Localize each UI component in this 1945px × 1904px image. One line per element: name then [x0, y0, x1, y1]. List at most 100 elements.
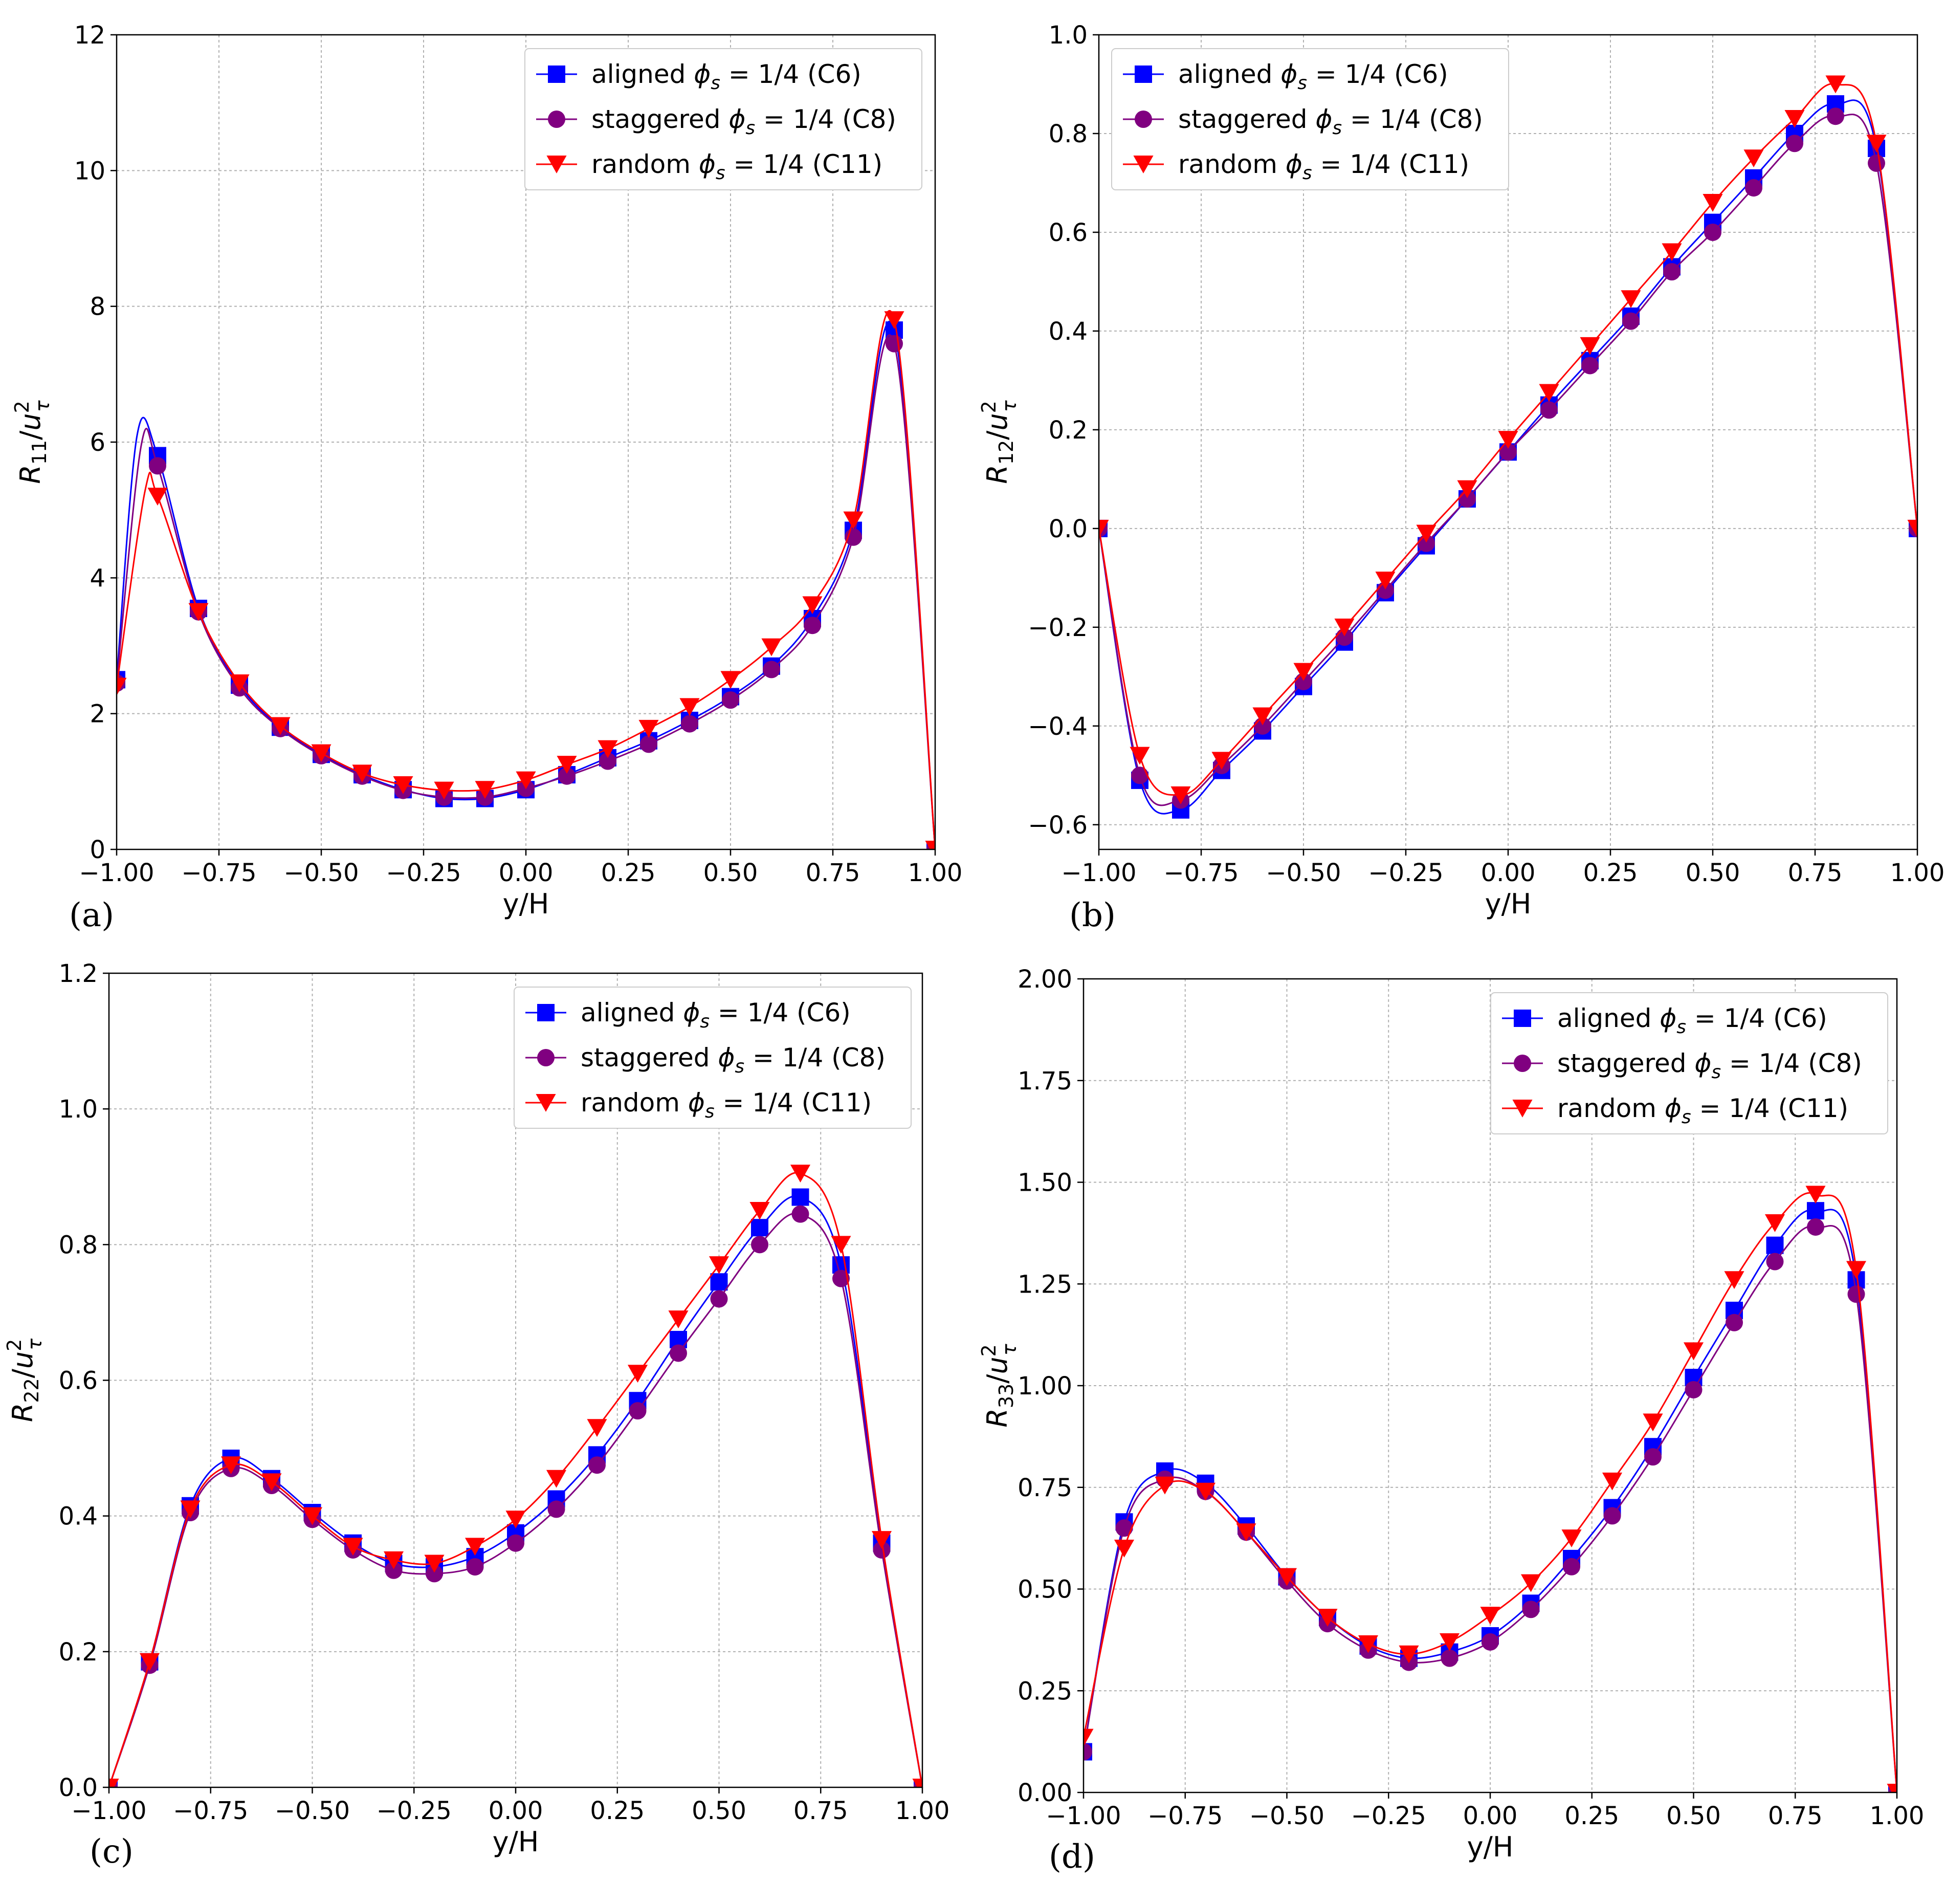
x-tick-label: 0.75 — [806, 859, 860, 887]
legend-marker-random — [536, 1094, 556, 1112]
data-point-random — [505, 1511, 526, 1529]
x-tick-label: 0.50 — [1666, 1802, 1721, 1830]
data-point-random — [1236, 1523, 1256, 1542]
data-point-random — [1317, 1609, 1338, 1627]
data-point-staggered — [1847, 1285, 1865, 1303]
data-point-random — [1375, 572, 1396, 590]
data-point-staggered — [832, 1270, 850, 1287]
data-point-staggered — [763, 661, 780, 679]
data-point-staggered — [670, 1344, 687, 1362]
x-tick-label: 0.75 — [793, 1797, 848, 1825]
x-tick-label: 0.25 — [1583, 859, 1638, 887]
legend-item-aligned: aligned ϕs = 1/4 (C6) — [536, 59, 861, 94]
x-tick-label: −1.00 — [79, 859, 154, 887]
y-tick-label: 0.2 — [59, 1638, 98, 1667]
data-point-staggered — [1603, 1507, 1621, 1525]
legend-marker-random — [1133, 156, 1154, 173]
data-point-random — [1099, 519, 1109, 538]
panel-label: (d) — [1049, 1838, 1095, 1876]
data-point-staggered — [588, 1456, 606, 1474]
data-point-random — [117, 677, 127, 696]
x-tick-label: −0.50 — [275, 1797, 350, 1825]
data-point-random — [668, 1310, 689, 1329]
data-point-random — [383, 1551, 404, 1569]
data-point-random — [1846, 1261, 1867, 1279]
legend-item-random: random ϕs = 1/4 (C11) — [536, 149, 882, 184]
data-point-random — [1539, 384, 1559, 402]
legend-item-aligned: aligned ϕs = 1/4 (C6) — [1123, 59, 1448, 94]
legend-marker-aligned — [1135, 65, 1152, 83]
x-tick-label: −0.75 — [181, 859, 256, 887]
x-tick-label: 0.00 — [489, 1797, 543, 1825]
data-point-staggered — [681, 715, 698, 733]
data-point-staggered — [466, 1558, 484, 1576]
data-point-random — [1358, 1635, 1379, 1653]
legend-box — [1490, 992, 1888, 1134]
x-axis-label: y/H — [493, 1826, 539, 1858]
data-point-staggered — [640, 735, 657, 753]
data-point-staggered — [804, 617, 821, 634]
y-tick-label: −0.4 — [1028, 712, 1088, 741]
legend-label-random: random ϕs = 1/4 (C11) — [1557, 1093, 1848, 1128]
x-tick-label: 0.00 — [1463, 1802, 1518, 1830]
data-point-random — [424, 1555, 445, 1573]
data-point-random — [749, 1202, 770, 1220]
chart-panel-1: −1.00 −0.75 −0.50 −0.25 0.00 0.25 0.50 0.75 1.00… — [11, 21, 962, 934]
x-tick-label: −0.25 — [377, 1797, 452, 1825]
legend-marker-aligned — [548, 65, 565, 83]
y-tick-label: −0.6 — [1028, 811, 1088, 840]
data-point-staggered — [1482, 1633, 1499, 1651]
data-point-random — [109, 1779, 119, 1787]
data-point-random — [1602, 1472, 1623, 1491]
x-tick-label: −0.50 — [1249, 1802, 1324, 1830]
data-point-random — [147, 488, 168, 506]
x-tick-label: −0.50 — [1266, 859, 1341, 887]
x-tick-label: 0.75 — [1768, 1802, 1823, 1830]
legend: aligned ϕs = 1/4 (C6) staggered ϕs = 1/4 … — [514, 987, 912, 1129]
legend-label-random: random ϕs = 1/4 (C11) — [581, 1088, 872, 1122]
legend-item-staggered: staggered ϕs = 1/4 (C8) — [536, 104, 896, 139]
data-point-random — [475, 781, 495, 799]
data-point-aligned — [1766, 1236, 1784, 1254]
series-random — [117, 310, 935, 849]
x-axis-label: y/H — [503, 888, 549, 920]
x-tick-label: −0.25 — [386, 859, 461, 887]
data-point-random — [1399, 1645, 1419, 1664]
data-point-random — [1907, 519, 1917, 538]
data-point-staggered — [1540, 401, 1558, 419]
data-point-staggered — [1726, 1314, 1743, 1331]
data-point-random — [1276, 1568, 1297, 1586]
legend-marker-random — [546, 156, 567, 173]
x-tick-label: 1.00 — [1870, 1802, 1925, 1830]
x-tick-label: −0.75 — [1147, 1802, 1223, 1830]
y-tick-label: 1.50 — [1018, 1169, 1072, 1197]
data-point-staggered — [149, 457, 166, 475]
data-point-random — [1334, 618, 1355, 637]
legend: aligned ϕs = 1/4 (C6) staggered ϕs = 1/4 … — [1111, 48, 1509, 190]
data-point-random — [270, 717, 291, 735]
legend-label-staggered: staggered ϕs = 1/4 (C8) — [591, 104, 896, 139]
y-tick-label: 0.00 — [1018, 1779, 1072, 1807]
data-point-staggered — [1704, 223, 1721, 241]
chart-panel-3: −1.00 −0.75 −0.50 −0.25 0.00 0.25 0.50 0.75 1.00… — [3, 959, 949, 1871]
y-axis-label: R33/u2τ — [978, 1343, 1021, 1428]
series-random — [1084, 1186, 1897, 1792]
plot-frame — [1082, 978, 1898, 1793]
data-point-random — [1724, 1271, 1744, 1289]
legend-box — [1111, 48, 1509, 190]
legend-marker-staggered — [548, 111, 565, 128]
data-point-staggered — [722, 691, 739, 709]
legend-box — [524, 48, 922, 190]
data-point-staggered — [629, 1402, 647, 1420]
y-tick-label: 1.0 — [1049, 21, 1088, 50]
x-tick-label: −0.25 — [1368, 859, 1443, 887]
plot-frame — [108, 972, 923, 1788]
legend-marker-aligned — [1514, 1010, 1531, 1027]
x-tick-label: 1.00 — [1890, 859, 1945, 887]
data-point-staggered — [1084, 1743, 1092, 1761]
y-tick-label: 12 — [74, 21, 105, 50]
y-tick-label: 2.00 — [1018, 965, 1072, 994]
y-tick-label: 0.0 — [1049, 515, 1088, 543]
x-tick-label: 0.25 — [1564, 1802, 1619, 1830]
